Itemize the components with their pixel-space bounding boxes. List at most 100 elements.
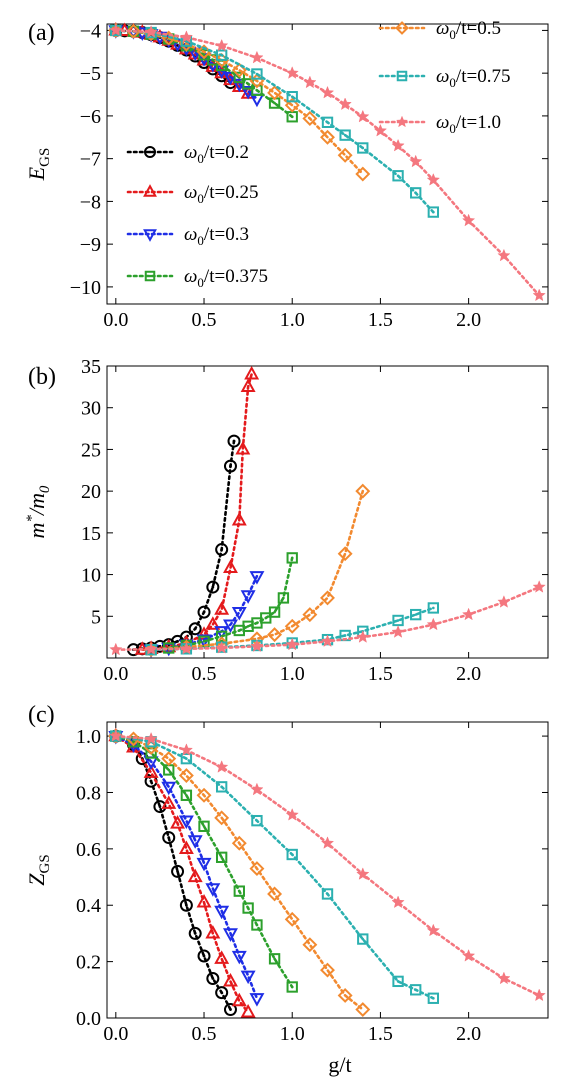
marker-triangle-up [223,972,238,987]
data-point [205,925,221,939]
marker-square [321,116,334,128]
x-tick-label: 1.0 [280,309,305,331]
x-tick-label: 0.0 [103,309,128,331]
marker-square [392,614,404,627]
data-point [337,546,353,562]
data-point [410,608,422,621]
marker-triangle-down [196,857,212,872]
data-point [196,894,212,908]
y-tick-label: −9 [80,234,101,256]
marker-center-dot [361,937,365,941]
marker-diamond [161,751,177,767]
data-point [170,815,186,829]
x-tick-label: 0.0 [103,663,128,685]
data-point [392,614,404,627]
data-point [240,378,256,392]
marker-center-dot [255,923,259,927]
data-point [285,637,299,651]
data-point [144,731,158,745]
x-tick-label: 0.5 [192,309,217,331]
data-point [251,919,263,931]
marker-diamond [337,546,353,562]
series-w0.2 [126,434,241,657]
marker-square [392,170,404,182]
marker-square [242,902,254,914]
marker-center-dot [361,146,365,150]
data-point [391,625,405,638]
marker-center-dot [290,115,294,119]
marker-square [251,814,263,827]
marker-square [277,592,290,604]
series-w1.0 [109,580,546,656]
marker-center-dot [246,906,250,910]
data-point [356,109,370,123]
marker-diamond [302,607,318,623]
data-point [144,25,158,38]
data-point [284,911,300,927]
marker-circle [223,459,237,473]
marker-circle [179,898,193,912]
marker-triangle-down [249,571,265,585]
marker-center-dot [211,585,215,589]
marker-circle [153,800,167,814]
y-tick-label: 30 [81,398,101,420]
data-point [215,630,228,642]
marker-diamond [267,627,283,643]
marker-diamond [355,483,371,499]
marker-triangle-down [231,78,247,93]
series-w0.375 [110,24,298,123]
x-tick-label: 0.5 [192,663,217,685]
data-point [250,639,264,652]
marker-center-dot [149,779,153,783]
marker-center-dot [220,53,223,57]
data-point [427,602,440,614]
data-point [233,885,245,897]
panel-letter: (a) [28,20,55,46]
marker-triangle-down [231,606,247,621]
plot-frame [106,721,549,1019]
marker-star [461,213,476,227]
y-tick-label: 0.6 [76,839,101,861]
data-point [321,116,334,128]
marker-triangle-down [240,970,256,985]
marker-triangle-up [231,511,247,526]
marker-triangle-up [205,616,221,630]
marker-diamond [320,962,335,978]
marker-triangle-down [187,835,203,849]
marker-star [250,639,264,652]
marker-center-dot [290,95,294,98]
marker-star [461,949,476,962]
data-point [240,590,256,604]
marker-star [320,85,335,99]
marker-center-dot [220,785,223,789]
marker-square [392,975,404,988]
marker-center-dot [220,548,224,551]
data-point [461,607,476,621]
marker-triangle-down [249,993,265,1007]
y-tick-label: 20 [81,481,101,503]
data-point [410,187,422,199]
legend-entry-w0.25: ω0/t=0.25 [126,182,258,206]
data-point [249,571,265,585]
marker-center-dot [432,210,435,214]
marker-circle [171,864,185,878]
marker-square [215,851,228,863]
marker-center-dot [185,793,188,797]
data-point [497,971,511,985]
y-tick-label: 1.0 [76,726,101,748]
data-point [196,787,212,803]
data-point [249,993,265,1007]
marker-center-dot [246,82,250,86]
data-point [303,75,317,89]
data-point [426,923,441,937]
marker-star [426,173,441,186]
data-point [214,905,230,920]
series-w1.0 [109,729,546,1002]
marker-diamond [196,787,212,803]
data-point [179,641,194,655]
marker-center-dot [211,977,215,980]
marker-square [427,992,440,1004]
legend-label: ω0/t=0.375 [184,266,268,290]
marker-center-dot [273,957,276,961]
data-point [497,248,511,262]
